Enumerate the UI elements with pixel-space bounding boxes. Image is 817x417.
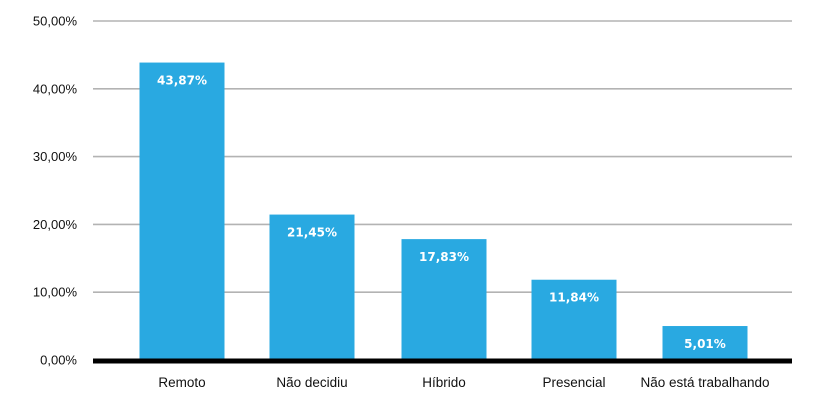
y-tick-label: 10,00% <box>33 285 78 300</box>
bar <box>269 214 355 360</box>
x-category-label: Remoto <box>158 375 205 390</box>
x-category-label: Não está trabalhando <box>640 375 769 390</box>
y-axis-tick-labels: 0,00% 10,00% 20,00% 30,00% 40,00% 50,00% <box>33 14 78 368</box>
data-label: 11,84% <box>549 291 599 305</box>
x-category-label: Não decidiu <box>276 375 347 390</box>
x-category-label: Presencial <box>542 375 605 390</box>
x-category-label: Híbrido <box>422 375 466 390</box>
x-axis-category-labels: Remoto Não decidiu Híbrido Presencial Não es… <box>158 375 769 390</box>
data-label: 17,83% <box>419 250 469 264</box>
data-labels: 43,87% 21,45% 17,83% 11,84% 5,01% <box>157 74 726 351</box>
data-label: 43,87% <box>157 74 207 88</box>
bar <box>662 326 748 360</box>
bar <box>401 239 487 360</box>
bar <box>531 279 617 360</box>
y-tick-label: 30,00% <box>33 149 78 164</box>
data-label: 21,45% <box>287 226 337 240</box>
y-tick-label: 50,00% <box>33 14 78 29</box>
y-tick-label: 0,00% <box>40 353 77 368</box>
bar <box>139 62 225 360</box>
y-tick-label: 40,00% <box>33 81 78 96</box>
bars <box>139 62 748 360</box>
data-label: 5,01% <box>684 337 726 351</box>
y-tick-label: 20,00% <box>33 217 78 232</box>
